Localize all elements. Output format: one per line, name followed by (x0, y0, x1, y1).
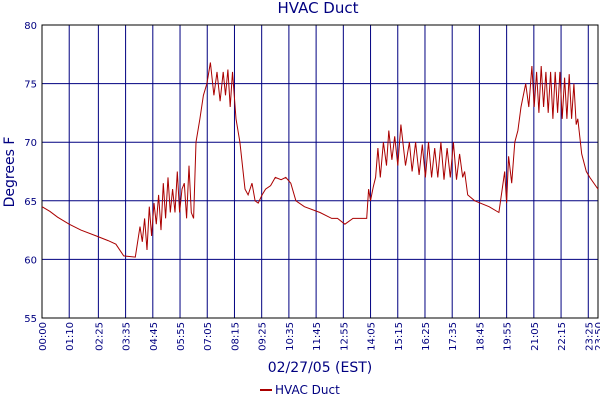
x-tick-label: 02:25 (94, 322, 105, 351)
x-tick-label: 10:35 (285, 322, 296, 351)
data-line (41, 62, 599, 258)
x-tick-label: 11:45 (312, 322, 323, 351)
y-tick-label: 65 (24, 197, 37, 208)
x-tick-label: 15:15 (394, 322, 405, 351)
x-tick-label: 12:55 (339, 322, 350, 351)
x-tick-label: 23:50 (594, 322, 600, 351)
y-tick-label: 60 (24, 255, 37, 266)
x-tick-label: 04:45 (149, 322, 160, 351)
y-tick-label: 80 (24, 21, 37, 32)
y-tick-label: 70 (24, 138, 37, 149)
x-tick-label: 17:35 (448, 322, 459, 351)
y-tick-label: 55 (24, 314, 37, 325)
x-tick-label: 00:00 (38, 322, 49, 351)
x-tick-label: 07:05 (203, 322, 214, 351)
x-tick-label: 22:15 (557, 322, 568, 351)
x-tick-label: 16:25 (421, 322, 432, 351)
x-tick-label: 19:55 (503, 322, 514, 351)
x-tick-label: 14:05 (367, 322, 378, 351)
x-tick-label: 03:35 (122, 322, 133, 351)
x-tick-label: 21:05 (530, 322, 541, 351)
y-tick-label: 75 (24, 80, 37, 91)
plot-border (41, 24, 599, 319)
x-tick-label: 08:15 (230, 322, 241, 351)
x-tick-label: 05:55 (176, 322, 187, 351)
x-tick-label: 18:45 (475, 322, 486, 351)
y-axis-label: Degrees F (2, 137, 18, 208)
x-tick-label: 01:10 (65, 322, 76, 351)
x-tick-label: 09:25 (258, 322, 269, 351)
chart-title: HVAC Duct (277, 0, 358, 17)
x-axis-label: 02/27/05 (EST) (268, 360, 373, 376)
x-tick-label: 23:25 (584, 322, 595, 351)
legend-label: HVAC Duct (275, 383, 340, 397)
